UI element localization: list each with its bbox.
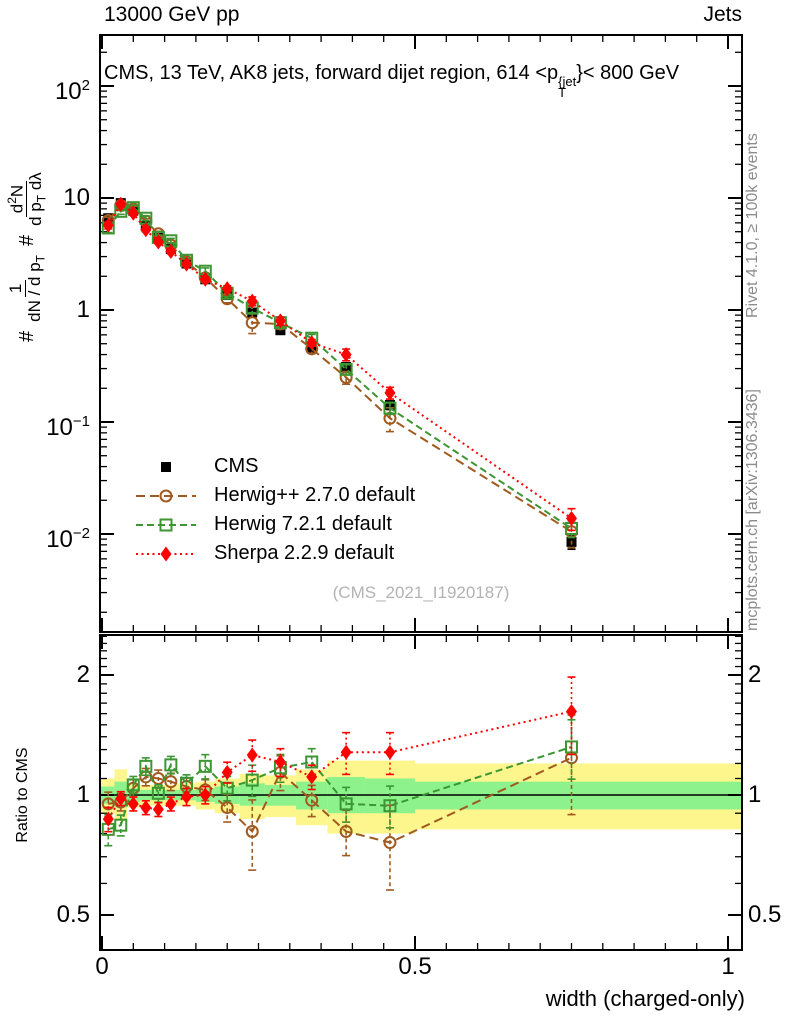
panel-frames: [99, 34, 743, 951]
x-tick-label: 0.5: [398, 953, 432, 980]
legend-label-sherpa: Sherpa 2.2.9 default: [214, 542, 395, 564]
legend-item-herwig7: Herwig 7.2.1 default: [133, 510, 415, 539]
cms-marker-sample: [133, 457, 199, 477]
beam-energy-label: 13000 GeV pp: [104, 3, 240, 26]
herwigpp-marker-sample: [133, 486, 199, 506]
series-sherpa-2-2-9-default-main: [102, 196, 577, 532]
process-label: Jets: [703, 3, 742, 26]
legend-label-herwigpp: Herwig++ 2.7.0 default: [214, 484, 416, 506]
x-axis-title: width (charged-only): [545, 986, 745, 1011]
main-y-tick-label: 10: [63, 184, 90, 211]
legend-item-herwigpp: Herwig++ 2.7.0 default: [133, 481, 415, 510]
ratio-y-tick-label-left: 2: [76, 661, 90, 688]
x-tick-label: 0: [95, 953, 109, 980]
main-y-tick-label: 10−1: [46, 413, 90, 441]
main-y-tick-label: 102: [54, 77, 90, 105]
ratio-y-tick-label-left: 1: [76, 781, 90, 808]
legend-item-sherpa: Sherpa 2.2.9 default: [133, 539, 415, 568]
x-tick-label: 1: [721, 953, 735, 980]
x-axis-ticks: [101, 35, 729, 950]
ratio-y-tick-label-right: 0.5: [748, 901, 782, 928]
panel-title: CMS, 13 TeV, AK8 jets, forward dijet reg…: [104, 62, 680, 101]
main-y-tick-label: 10−2: [46, 525, 90, 553]
legend-label-cms: CMS: [214, 455, 259, 477]
legend-label-herwig7: Herwig 7.2.1 default: [214, 513, 392, 535]
legend-item-cms: CMS: [133, 452, 415, 481]
main-y-tick-label: 1: [76, 296, 90, 323]
pt-superscript: {jet: [558, 74, 577, 89]
ratio-y-tick-label-right: 2: [748, 661, 762, 688]
ratio-y-tick-label-right: 1: [748, 781, 762, 808]
ratio-y-axis-ticks: [100, 635, 742, 916]
herwig7-marker-sample: [133, 515, 199, 535]
panel-title-text: CMS, 13 TeV, AK8 jets, forward dijet reg…: [104, 62, 559, 84]
ratio-y-tick-label-left: 0.5: [56, 901, 90, 928]
legend: CMS Herwig++ 2.7.0 default Herwig 7.2.1 …: [133, 452, 415, 568]
pt-subscript: T: [558, 85, 567, 101]
pt-supsub: {jet T: [558, 74, 577, 101]
sherpa-marker-sample: [133, 544, 199, 564]
main-y-axis-ticks: [100, 51, 742, 613]
analysis-id-watermark: (CMS_2021_I1920187): [332, 583, 510, 602]
series-sherpa-2-2-9-default-ratio: [102, 676, 577, 833]
panel-title-suffix: }< 800 GeV: [576, 62, 680, 84]
